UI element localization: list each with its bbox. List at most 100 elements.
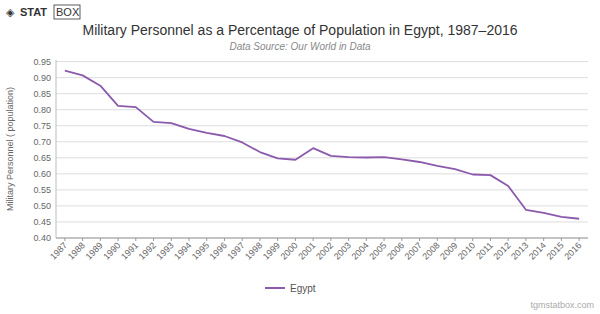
x-tick-label: 2007 [403,240,424,261]
logo-text: ◈ [6,6,15,18]
x-tick [508,238,509,241]
x-axis: 1987198819891990199119921993199419951996… [48,238,588,262]
x-tick [472,238,473,241]
x-tick-label: 1991 [119,240,140,261]
x-tick-label: 2003 [332,240,353,261]
x-tick [135,238,136,241]
logo: ◈ STAT BOX [6,5,80,19]
grid-line [56,205,588,206]
x-tick [224,238,225,241]
x-tick [490,238,491,241]
x-tick [543,238,544,241]
x-tick-label: 2001 [296,240,317,261]
logo-box [54,5,80,19]
y-axis-label: Military Personnel ( population) [5,87,15,211]
x-tick [330,238,331,241]
y-tick-label: 0.90 [33,73,51,83]
x-tick [189,238,190,241]
x-tick-label: 1989 [84,240,105,261]
grid-line [56,141,588,142]
x-tick [401,238,402,241]
x-tick-label: 1992 [137,240,158,261]
x-tick [100,238,101,241]
legend-label: Egypt [290,283,316,294]
x-tick [525,238,526,241]
x-tick [82,238,83,241]
chart: ◈ STAT BOX tgmstatbox.com Military Personnel… [0,0,600,314]
x-tick [206,238,207,241]
x-tick-label: 2008 [420,240,441,261]
title: Military Personnel as a Percentage of Po… [82,22,517,38]
x-tick-label: 2000 [279,240,300,261]
plot-data [65,71,579,219]
grid-line [56,157,588,158]
logo-text: BOX [56,6,80,18]
x-tick [348,238,349,241]
x-tick [259,238,260,241]
x-tick [419,238,420,241]
x-tick-label: 1996 [208,240,229,261]
x-tick-label: 2015 [545,240,566,261]
x-tick [242,238,243,241]
grid-line [56,93,588,94]
x-tick-label: 2004 [350,240,371,261]
x-tick-label: 2011 [474,240,495,261]
logo-text: STAT [20,6,47,18]
x-tick-label: 1987 [48,240,69,261]
y-tick-label: 0.65 [33,153,51,163]
x-tick [437,238,438,241]
x-tick [455,238,456,241]
watermark: tgmstatbox.com [530,300,594,310]
x-tick-label: 1990 [101,240,122,261]
y-axis: 0.40 0.45 0.50 0.55 0.60 0.65 0.70 0.75 0.80 0.85… [33,57,588,243]
x-tick-label: 1998 [243,240,264,261]
grid-line [56,109,588,110]
x-tick [384,238,385,241]
x-tick [561,238,562,241]
y-tick-label: 0.60 [33,169,51,179]
y-tick-label: 0.75 [33,121,51,131]
x-tick [579,238,580,241]
y-tick-label: 0.55 [33,185,51,195]
x-tick-label: 2002 [314,240,335,261]
x-tick-label: 2014 [527,240,548,261]
y-tick-label: 0.40 [33,233,51,243]
x-tick [118,238,119,241]
y-tick-label: 0.45 [33,217,51,227]
x-tick [313,238,314,241]
x-tick-label: 1993 [154,240,175,261]
x-tick [171,238,172,241]
subtitle: Data Source: Our World in Data [229,41,371,52]
x-tick-label: 2012 [491,240,512,261]
x-tick-label: 2013 [509,240,530,261]
y-tick-label: 0.85 [33,89,51,99]
x-tick [366,238,367,241]
legend-swatch [265,287,285,289]
grid-line [56,221,588,222]
x-tick-label: 2016 [562,240,583,261]
x-tick-label: 1994 [172,240,193,261]
x-tick-label: 2005 [367,240,388,261]
x-tick-label: 1995 [190,240,211,261]
y-tick-label: 0.70 [33,137,51,147]
grid-line [56,189,588,190]
x-tick-label: 2006 [385,240,406,261]
x-tick-label: 1999 [261,240,282,261]
series-line [65,71,579,219]
grid-line [56,77,588,78]
x-tick [64,238,65,241]
x-tick [295,238,296,241]
x-tick-label: 1988 [66,240,87,261]
x-tick-label: 2009 [438,240,459,261]
y-axis-line [56,60,57,238]
x-tick-label: 1997 [225,240,246,261]
grid-line [56,173,588,174]
legend: Egypt [265,283,316,294]
x-tick [277,238,278,241]
x-tick [153,238,154,241]
grid-line [56,61,588,62]
x-tick-label: 2010 [456,240,477,261]
y-tick-label: 0.80 [33,105,51,115]
y-tick-label: 0.95 [33,57,51,67]
y-tick-label: 0.50 [33,201,51,211]
